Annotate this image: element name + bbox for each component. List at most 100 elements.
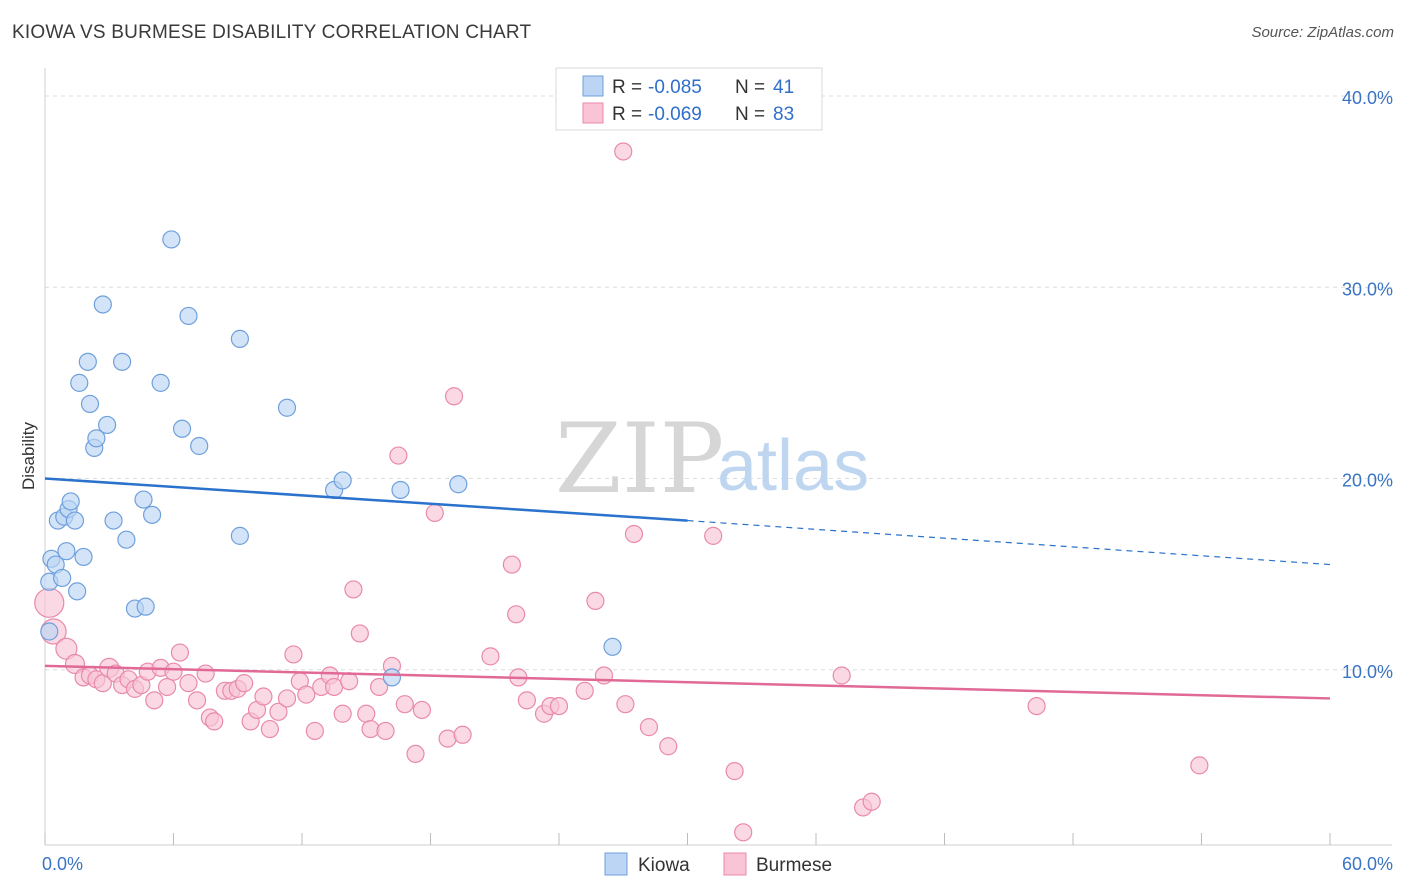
y-tick-labels: 10.0% 20.0% 30.0% 40.0% [1342,88,1393,682]
axes [44,68,1392,846]
bottom-legend-burmese-label: Burmese [756,855,832,876]
kiowa-point [603,637,622,656]
trend-lines [44,477,1331,700]
bottom-legend-burmese-swatch [723,852,747,876]
x-tick-label: 60.0% [1342,854,1393,874]
kiowa-point [70,373,89,392]
burmese-point [616,695,635,714]
kiowa-trend-line [44,477,688,522]
kiowa-points [40,230,622,687]
legend-burmese-r-value: -0.069 [648,104,702,125]
burmese-trend-line [44,664,1331,700]
burmese-point [395,695,414,714]
burmese-point [549,696,569,716]
bottom-legend-kiowa-label: Kiowa [638,855,690,876]
burmese-point [734,823,753,842]
kiowa-point [112,352,132,371]
burmese-point [260,719,279,739]
burmese-point [157,677,177,697]
gridlines [45,95,1392,671]
burmese-point [862,792,881,811]
kiowa-point [117,530,136,549]
burmese-point [235,674,254,693]
burmese-point [1027,696,1046,716]
burmese-point [832,666,851,685]
kiowa-point [190,436,209,456]
kiowa-point [179,306,198,326]
kiowa-point [230,329,249,348]
kiowa-point [74,547,93,567]
kiowa-point [61,492,80,511]
burmese-point [444,387,464,406]
y-tick-label: 20.0% [1342,471,1393,491]
kiowa-point [40,622,59,641]
burmese-point [1190,756,1209,775]
burmese-point [145,691,164,710]
y-tick-label: 40.0% [1342,88,1393,108]
x-tick-label: 0.0% [42,854,83,874]
kiowa-point [277,398,297,417]
burmese-point [659,737,678,756]
burmese-point [624,524,644,544]
legend-kiowa-n-label: N = [735,77,765,98]
burmese-point [254,687,273,706]
series-legend: Kiowa Burmese [604,852,832,876]
kiowa-point [93,295,112,314]
burmese-point [517,691,536,710]
legend-kiowa-n-value: 41 [773,77,794,98]
burmese-point [344,580,363,599]
burmese-point [704,526,723,545]
burmese-point [376,721,395,741]
kiowa-point [449,475,468,494]
burmese-point [507,605,526,624]
burmese-point [64,653,86,675]
burmese-point [575,681,594,700]
burmese-point [586,591,605,611]
watermark-zip: ZIP [555,403,724,515]
kiowa-point [65,511,85,530]
kiowa-point [151,373,170,392]
source-credit: Source: ZipAtlas.com [1251,24,1394,41]
legend-kiowa-swatch [582,75,604,97]
kiowa-point [57,542,76,561]
legend-burmese-r-label: R = [612,104,642,125]
burmese-point [34,587,65,618]
burmese-point [412,700,432,720]
burmese-point [269,702,288,721]
burmese-point [614,142,633,161]
kiowa-point [78,352,97,371]
burmese-point [340,672,359,691]
kiowa-point [333,471,352,490]
burmese-point [333,704,352,723]
burmese-point [453,725,472,744]
burmese-point [284,645,303,664]
kiowa-trend-extension [687,519,1331,566]
bottom-legend-kiowa-swatch [604,852,628,876]
kiowa-point [53,568,72,588]
kiowa-point [382,668,402,687]
burmese-point [481,647,500,666]
burmese-point [725,762,744,781]
burmese-point [305,721,324,741]
stats-legend: R = -0.085 N = 41 R = -0.069 N = 83 [555,67,823,131]
y-tick-label: 10.0% [1342,662,1393,682]
burmese-point [361,719,380,739]
y-tick-label: 30.0% [1342,279,1393,299]
kiowa-point [80,394,100,414]
legend-burmese-n-value: 83 [773,104,794,125]
chart-title: KIOWA VS BURMESE DISABILITY CORRELATION … [12,22,532,43]
burmese-point [179,674,198,693]
burmese-point [297,685,316,704]
burmese-point [187,691,207,710]
kiowa-point [87,429,106,448]
legend-kiowa-r-value: -0.085 [648,77,702,98]
kiowa-point [104,511,123,530]
burmese-point [196,664,215,683]
kiowa-point [142,505,162,524]
x-tick-labels: 0.0% 60.0% [42,854,1393,874]
legend-burmese-swatch [582,102,604,124]
burmese-point [425,503,444,523]
burmese-point [370,677,389,697]
watermark-atlas: atlas [717,426,869,506]
